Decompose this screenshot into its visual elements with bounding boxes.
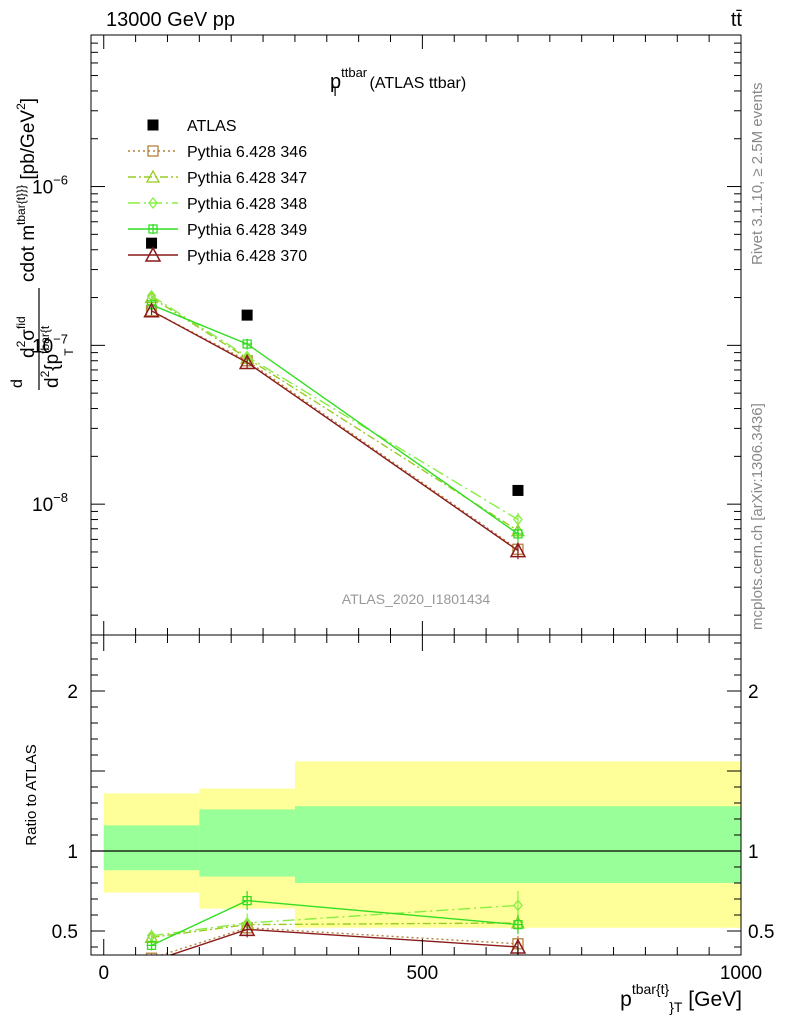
main-series-pythia-6-428-346 <box>145 305 524 558</box>
ratio-panel: 0.5 0.5 1 1 2 2 0 500 1000 Ratio to ATLAS ptbar{… <box>23 634 774 1015</box>
x-tick-label: 1000 <box>720 963 762 984</box>
main-point <box>512 484 524 496</box>
ratio-point <box>146 940 157 951</box>
rivet-version-label: Rivet 3.1.10, ≥ 2.5M events <box>749 83 766 266</box>
main-series-pythia-6-428-370 <box>143 302 527 560</box>
legend-label: ATLAS <box>187 118 237 135</box>
legend-label: Pythia 6.428 370 <box>187 248 307 265</box>
y-title-numerator-d: d <box>9 379 26 388</box>
main-point <box>509 542 527 558</box>
ratio-point <box>512 919 523 930</box>
y-axis-title: d d2σfid d2{ptbar{t T cdot mtbar{t}}} [pb… <box>9 98 76 390</box>
main-series-pythia-6-428-349 <box>146 299 523 542</box>
main-series-atlas <box>146 237 524 496</box>
y-title-tail: cdot mtbar{t}}} [pb/GeV2] <box>14 98 39 282</box>
ratio-y-tick-label-left: 1 <box>67 842 78 863</box>
ratio-frame <box>90 634 742 956</box>
ratio-y-tick-label-right: 2 <box>748 682 759 703</box>
legend-entry-pythia-6-428-348: Pythia 6.428 348 <box>128 196 307 213</box>
legend-label: Pythia 6.428 346 <box>187 144 307 161</box>
analysis-tag: ATLAS_2020_I1801434 <box>342 591 491 607</box>
main-line-pythia-6-428-346 <box>151 310 519 550</box>
main-point <box>143 302 160 318</box>
legend-marker <box>147 119 159 131</box>
ratio-y-title: Ratio to ATLAS <box>23 744 40 845</box>
ratio-point <box>513 899 523 912</box>
legend-marker <box>148 196 158 210</box>
main-point <box>146 237 158 249</box>
ratio-point <box>145 952 158 955</box>
y-tick-label: 10−8 <box>32 490 68 516</box>
ratio-point <box>238 920 256 937</box>
final-state-label: tt̄ <box>731 9 743 31</box>
main-point <box>512 528 523 539</box>
legend-marker <box>145 169 161 183</box>
main-title: pttbar T (ATLAS ttbar) <box>330 65 466 99</box>
main-point <box>513 513 523 526</box>
main-point <box>241 309 253 321</box>
x-tick-label: 500 <box>407 963 439 984</box>
legend-marker <box>147 145 159 157</box>
legend-entry-pythia-6-428-346: Pythia 6.428 346 <box>128 144 307 161</box>
legend-marker <box>148 224 158 234</box>
ratio-y-tick-label-right: 0.5 <box>748 922 774 943</box>
y-title-denominator: d2{ptbar{t T <box>38 325 76 388</box>
ratio-series-pythia-6-428-349 <box>146 891 523 951</box>
ratio-band-inner <box>294 806 741 883</box>
legend-label: Pythia 6.428 349 <box>187 222 307 239</box>
legend-entry-pythia-6-428-349: Pythia 6.428 349 <box>128 222 307 239</box>
ratio-series-group <box>144 891 527 955</box>
legend-entry-atlas: ATLAS <box>147 118 237 135</box>
ratio-y-tick-label-left: 2 <box>67 682 78 703</box>
main-panel: 10−6 10−7 10−8 pttbar T (ATLAS ttbar) ATLAS… <box>9 34 742 636</box>
ratio-y-tick-label-left: 0.5 <box>52 922 78 943</box>
ratio-line-pythia-6-428-370 <box>168 928 519 955</box>
main-point <box>242 338 253 349</box>
process-label: 13000 GeV pp <box>106 9 235 31</box>
y-tick-label: 10−7 <box>32 331 68 357</box>
legend: ATLAS Pythia 6.428 346 Pythia 6.428 347 Pyt… <box>128 118 307 265</box>
ratio-point <box>242 895 253 906</box>
legend-marker <box>144 246 162 262</box>
main-line-pythia-6-428-370 <box>151 310 519 552</box>
ratio-band-inner <box>103 825 200 871</box>
ratio-band-inner <box>199 809 295 877</box>
y-title-numerator: d2σfid <box>14 316 39 358</box>
legend-label: Pythia 6.428 347 <box>187 170 307 187</box>
legend-entry-pythia-6-428-347: Pythia 6.428 347 <box>128 169 307 187</box>
main-point <box>238 353 256 370</box>
mcplots-label: mcplots.cern.ch [arXiv:1306.3436] <box>749 403 766 630</box>
ratio-y-tick-label-right: 1 <box>748 842 759 863</box>
legend-entry-pythia-6-428-370: Pythia 6.428 370 <box>128 246 307 265</box>
main-line-pythia-6-428-348 <box>151 295 519 521</box>
y-tick-label: 10−6 <box>32 173 68 199</box>
legend-label: Pythia 6.428 348 <box>187 196 307 213</box>
x-axis-title: ptbar{t}}T [GeV] <box>620 981 742 1015</box>
x-tick-label: 0 <box>98 963 109 984</box>
